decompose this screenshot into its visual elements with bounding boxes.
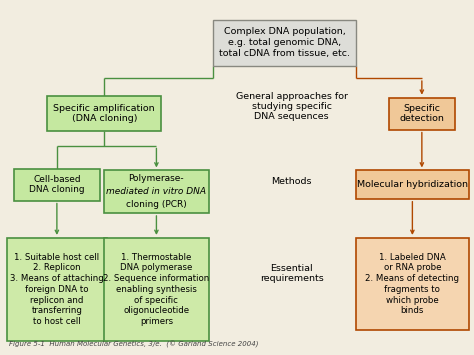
Text: Specific
detection: Specific detection [400, 104, 444, 124]
Text: Specific amplification
(DNA cloning): Specific amplification (DNA cloning) [54, 104, 155, 124]
Text: cloning (PCR): cloning (PCR) [126, 200, 187, 209]
Bar [7, 238, 107, 341]
Bar [213, 20, 356, 66]
Text: 1. Thermostable
DNA polymerase
2. Sequence information
enabling synthesis
of spe: 1. Thermostable DNA polymerase 2. Sequen… [103, 252, 210, 326]
Bar [104, 170, 209, 213]
Text: Cell-based
DNA cloning: Cell-based DNA cloning [29, 175, 85, 195]
Bar [104, 238, 209, 341]
Bar [14, 169, 100, 201]
Text: Molecular hybridization: Molecular hybridization [357, 180, 468, 189]
Bar [47, 96, 161, 131]
Text: 1. Suitable host cell
2. Replicon
3. Means of attaching
foreign DNA to
replicon : 1. Suitable host cell 2. Replicon 3. Mea… [10, 252, 104, 326]
Text: mediated in vitro DNA: mediated in vitro DNA [107, 187, 206, 196]
Bar [389, 98, 455, 130]
Text: General approaches for
studying specific
DNA sequences: General approaches for studying specific… [236, 92, 347, 121]
Text: 1. Labeled DNA
or RNA probe
2. Means of detecting
fragments to
which probe
binds: 1. Labeled DNA or RNA probe 2. Means of … [365, 253, 459, 315]
Bar [356, 238, 469, 330]
Text: Complex DNA population,
e.g. total genomic DNA,
total cDNA from tissue, etc.: Complex DNA population, e.g. total genom… [219, 27, 350, 58]
Text: Figure 5-1  Human Molecular Genetics, 3/e.  (© Garland Science 2004): Figure 5-1 Human Molecular Genetics, 3/e… [9, 341, 259, 348]
Text: Methods: Methods [271, 176, 312, 186]
Text: Polymerase-: Polymerase- [128, 174, 184, 183]
Bar [356, 170, 469, 199]
Text: Essential
requirements: Essential requirements [260, 264, 323, 283]
